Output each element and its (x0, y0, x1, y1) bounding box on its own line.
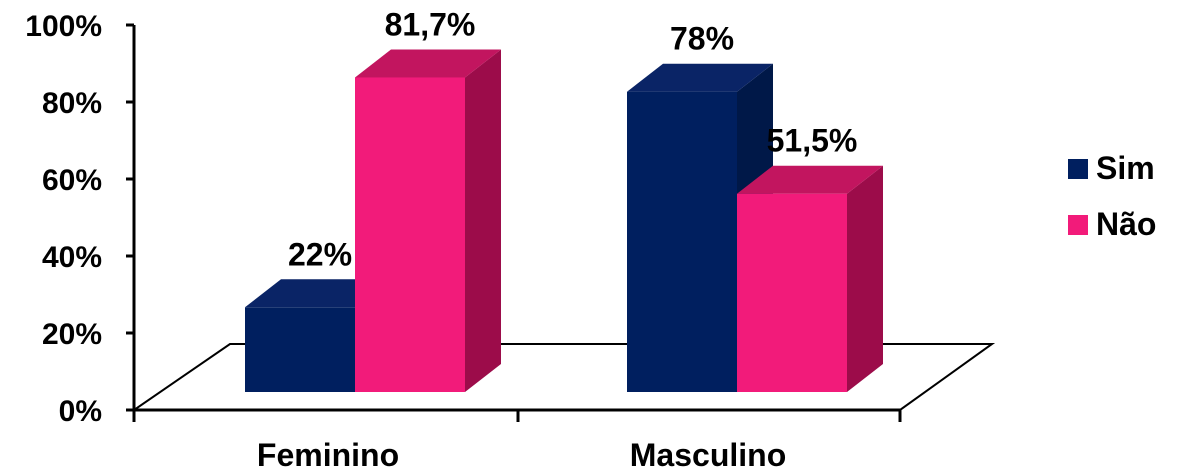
data-label: 51,5% (767, 123, 858, 159)
y-tick-label: 60% (42, 164, 102, 197)
y-tick-label: 40% (42, 241, 102, 274)
bar-front (737, 193, 847, 392)
y-tick-label: 80% (42, 87, 102, 120)
legend-item: Sim (1068, 150, 1155, 186)
bar-side (465, 49, 501, 392)
bar-front (627, 91, 737, 392)
y-tick-label: 20% (42, 318, 102, 351)
data-label: 78% (670, 21, 734, 57)
bar-top (627, 63, 773, 92)
bar-masculino-1 (737, 165, 883, 392)
bar-top (737, 165, 883, 194)
y-tick-label: 0% (59, 395, 102, 428)
x-category-label: Feminino (257, 437, 399, 473)
bar-side (847, 165, 883, 392)
bars (245, 49, 883, 392)
legend-swatch (1068, 159, 1088, 179)
bar-top (355, 49, 501, 78)
y-axis: 0% 20% 40% 60% 80% 100% (25, 10, 902, 428)
x-category-label: Masculino (630, 437, 786, 473)
data-label: 81,7% (385, 6, 476, 42)
bar-feminino-1 (355, 49, 501, 392)
data-labels: 22% 81,7% 78% 51,5% (288, 6, 857, 272)
x-axis: Feminino Masculino (257, 437, 786, 473)
data-label: 22% (288, 236, 352, 272)
legend-label: Sim (1096, 150, 1155, 186)
legend-label: Não (1096, 206, 1156, 242)
legend-swatch (1068, 215, 1088, 235)
y-tick-label: 100% (25, 10, 102, 43)
bar-front (245, 307, 355, 392)
legend-item: Não (1068, 206, 1156, 242)
legend: Sim Não (1068, 150, 1156, 242)
bar-top (245, 279, 391, 308)
bar-front (355, 77, 465, 392)
